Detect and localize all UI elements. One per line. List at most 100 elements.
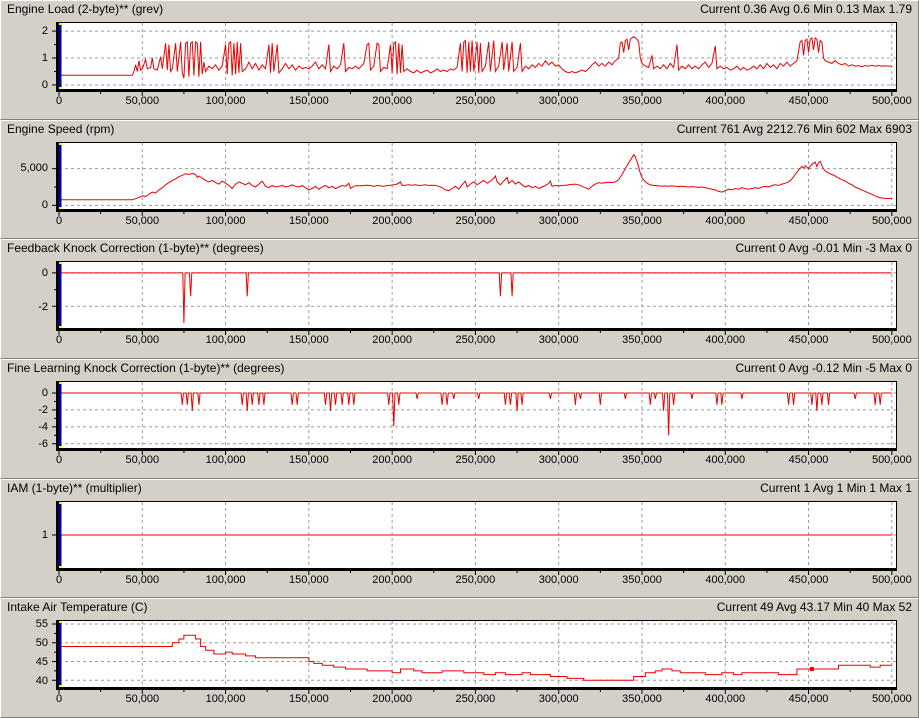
panel-title: Intake Air Temperature (C) <box>7 600 148 615</box>
cursor-line[interactable] <box>59 621 62 688</box>
y-tick-label: 50 <box>35 637 48 650</box>
panel-header: Engine Speed (rpm) Current 761 Avg 2212.… <box>1 121 918 138</box>
x-axis-labels: 0 50,000 100,000 150,000 200,000 250,000 300,0… <box>55 334 912 348</box>
y-tick-label: 0 <box>41 267 48 280</box>
x-tick-label: 0 <box>55 693 63 706</box>
panel-stats: Current 0.36 Avg 0.6 Min 0.13 Max 1.79 <box>700 2 912 16</box>
y-axis-labels: 0 -2 <box>1 261 56 331</box>
cursor-line[interactable] <box>59 382 62 449</box>
x-tick-label: 200,000 <box>372 334 413 347</box>
x-tick-label: 100,000 <box>205 95 246 107</box>
panel-title: Engine Speed (rpm) <box>7 121 115 136</box>
x-tick-label: 250,000 <box>455 454 496 467</box>
plot-area[interactable] <box>52 500 897 575</box>
chart-panel: Intake Air Temperature (C) Current 49 Av… <box>0 598 919 718</box>
x-tick-label: 350,000 <box>622 454 662 467</box>
x-tick-label: 200,000 <box>372 693 413 706</box>
plot-area[interactable] <box>52 381 897 456</box>
x-tick-label: 500,000 <box>871 693 912 706</box>
x-tick-label: 150,000 <box>288 95 329 107</box>
x-tick-label: 50,000 <box>125 95 160 107</box>
x-tick-label: 450,000 <box>788 573 829 586</box>
x-tick-label: 150,000 <box>288 693 329 706</box>
x-tick-label: 100,000 <box>205 334 246 347</box>
y-tick-label: 45 <box>35 655 48 668</box>
y-axis-labels: 0 -2 -4 -6 <box>1 381 56 451</box>
x-tick-label: 450,000 <box>788 334 829 347</box>
plot-area[interactable] <box>52 141 897 216</box>
x-tick-label: 250,000 <box>455 334 496 347</box>
x-tick-label: 350,000 <box>622 334 662 347</box>
cursor-line[interactable] <box>59 262 62 329</box>
panel-stats: Current 1 Avg 1 Min 1 Max 1 <box>760 480 912 495</box>
panel-title: IAM (1-byte)** (multiplier) <box>7 480 142 495</box>
x-tick-label: 350,000 <box>622 573 662 586</box>
panel-header: Engine Load (2-byte)** (grev) Current 0.… <box>1 1 918 18</box>
y-tick-label: 5,000 <box>20 162 48 175</box>
panel-stats: Current 0 Avg -0.01 Min -3 Max 0 <box>735 241 912 256</box>
x-tick-label: 400,000 <box>705 334 746 347</box>
panel-header: Intake Air Temperature (C) Current 49 Av… <box>1 599 918 616</box>
panel-header: IAM (1-byte)** (multiplier) Current 1 Av… <box>1 480 918 497</box>
x-tick-label: 400,000 <box>705 214 746 227</box>
x-tick-label: 50,000 <box>125 214 160 227</box>
x-axis-labels: 0 50,000 100,000 150,000 200,000 250,000 300,0… <box>56 454 912 468</box>
x-tick-label: 0 <box>55 334 63 347</box>
x-tick-label: 350,000 <box>622 693 662 706</box>
panel-header: Feedback Knock Correction (1-byte)** (de… <box>1 240 918 257</box>
y-axis-labels: 1 <box>1 501 56 571</box>
plot-area[interactable] <box>52 22 897 96</box>
y-tick-label: -2 <box>38 300 48 313</box>
x-tick-label: 150,000 <box>288 334 329 347</box>
data-trace <box>59 392 892 436</box>
x-axis-labels: 0 50,000 100,000 150,000 200,000 250,000 300,0… <box>55 573 912 588</box>
x-tick-label: 450,000 <box>788 693 829 706</box>
y-tick-label: 40 <box>35 674 48 687</box>
y-tick-label: -4 <box>38 420 48 433</box>
x-tick-label: 250,000 <box>455 693 496 706</box>
x-tick-label: 200,000 <box>372 454 413 467</box>
x-tick-label: 50,000 <box>125 334 160 347</box>
data-trace <box>59 272 892 324</box>
x-tick-label: 400,000 <box>705 454 746 467</box>
x-tick-label: 300,000 <box>538 95 579 107</box>
x-tick-label: 350,000 <box>622 95 662 107</box>
x-tick-label: 200,000 <box>372 95 413 107</box>
x-tick-label: 250,000 <box>455 214 496 227</box>
data-trace <box>59 153 892 200</box>
chart-panel: Engine Speed (rpm) Current 761 Avg 2212.… <box>0 119 919 240</box>
x-tick-label: 100,000 <box>205 693 246 706</box>
x-tick-label: 400,000 <box>705 573 746 586</box>
chart-panel: IAM (1-byte)** (multiplier) Current 1 Av… <box>0 478 919 599</box>
plot-area[interactable] <box>52 620 897 695</box>
x-tick-label: 100,000 <box>205 214 246 227</box>
x-axis-labels: 0 50,000 100,000 150,000 200,000 250,000 300,0… <box>55 95 912 109</box>
panel-header: Fine Learning Knock Correction (1-byte)*… <box>1 360 918 377</box>
x-tick-label: 0 <box>55 95 63 107</box>
chart-panel: Feedback Knock Correction (1-byte)** (de… <box>0 239 919 360</box>
x-tick-label: 500,000 <box>871 214 912 227</box>
x-tick-label: 500,000 <box>871 95 912 107</box>
x-tick-label: 100,000 <box>205 573 246 586</box>
x-tick-label: 50,000 <box>125 573 160 586</box>
x-tick-label: 450,000 <box>788 95 829 107</box>
x-tick-label: 400,000 <box>705 693 746 706</box>
x-tick-label: 500,000 <box>871 573 912 586</box>
x-tick-label: 50,000 <box>125 454 160 467</box>
y-axis-labels: 0 1 2 <box>1 22 56 92</box>
x-tick-label: 0 <box>55 573 63 586</box>
cursor-line[interactable] <box>59 23 62 89</box>
x-tick-label: 250,000 <box>455 95 496 107</box>
cursor-line[interactable] <box>59 501 62 568</box>
x-tick-label: 350,000 <box>622 214 662 227</box>
cursor-line[interactable] <box>59 142 62 209</box>
y-axis-labels: 40 45 50 55 <box>1 618 56 690</box>
x-axis-labels: 0 50,000 100,000 150,000 200,000 250,000 300,0… <box>55 693 912 707</box>
x-tick-label: 300,000 <box>538 693 579 706</box>
y-tick-label: -2 <box>38 403 48 416</box>
panel-stats: Current 0 Avg -0.12 Min -5 Max 0 <box>735 361 912 376</box>
panel-title: Fine Learning Knock Correction (1-byte)*… <box>7 361 285 376</box>
plot-area[interactable] <box>52 261 897 336</box>
data-trace <box>59 36 892 79</box>
